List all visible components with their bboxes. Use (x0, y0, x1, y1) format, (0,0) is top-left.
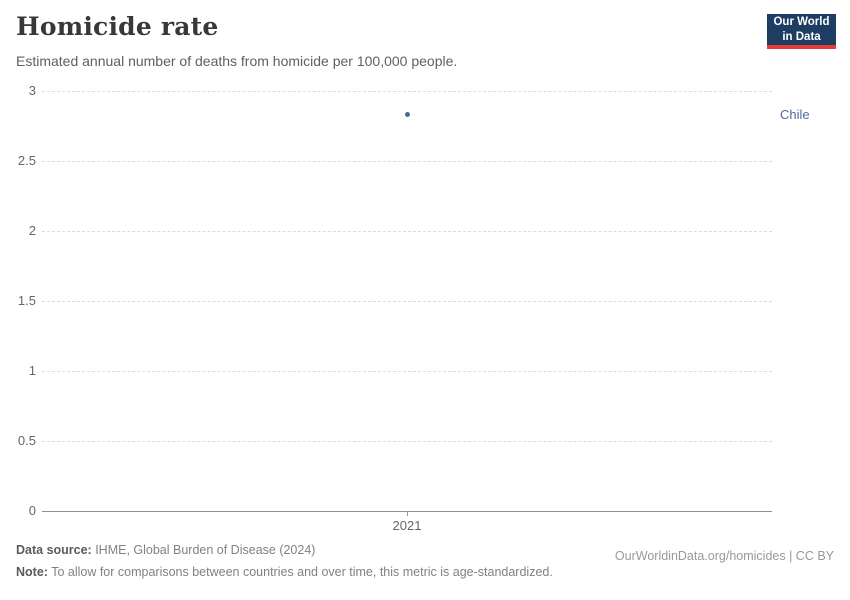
owid-logo-line1: Our World (773, 15, 830, 28)
y-axis-tick-label: 3 (28, 83, 36, 98)
y-axis-tick-label: 2 (28, 223, 36, 238)
note-label: Note: (16, 565, 48, 579)
data-source-label: Data source: (16, 543, 92, 557)
data-point-chile[interactable] (404, 112, 410, 118)
data-source-text: IHME, Global Burden of Disease (2024) (91, 543, 316, 557)
y-axis-tick-label: 1.5 (17, 293, 36, 308)
gridline (42, 441, 772, 442)
y-axis-tick-label: 0 (28, 503, 36, 518)
gridline (42, 91, 772, 92)
note-line: Note: To allow for comparisons between c… (16, 565, 553, 579)
chart-subtitle: Estimated annual number of deaths from h… (16, 53, 458, 69)
note-text: To allow for comparisons between countri… (47, 565, 553, 579)
owid-logo-line2: in Data (782, 30, 821, 43)
chart-title: Homicide rate (16, 12, 219, 41)
gridline (42, 231, 772, 232)
x-axis-tick-mark (407, 511, 408, 516)
x-axis-tick-label: 2021 (392, 518, 422, 533)
gridline (42, 161, 772, 162)
gridline (42, 371, 772, 372)
y-axis-tick-label: 0.5 (17, 433, 36, 448)
rights-link[interactable]: OurWorldinData.org/homicides | CC BY (614, 549, 834, 563)
owid-logo[interactable]: Our World in Data (767, 14, 836, 49)
gridline (42, 301, 772, 302)
entity-label-chile[interactable]: Chile (780, 106, 810, 122)
y-axis-tick-label: 1 (28, 363, 36, 378)
data-source-line: Data source: IHME, Global Burden of Dise… (16, 543, 315, 557)
y-axis-tick-label: 2.5 (17, 153, 36, 168)
